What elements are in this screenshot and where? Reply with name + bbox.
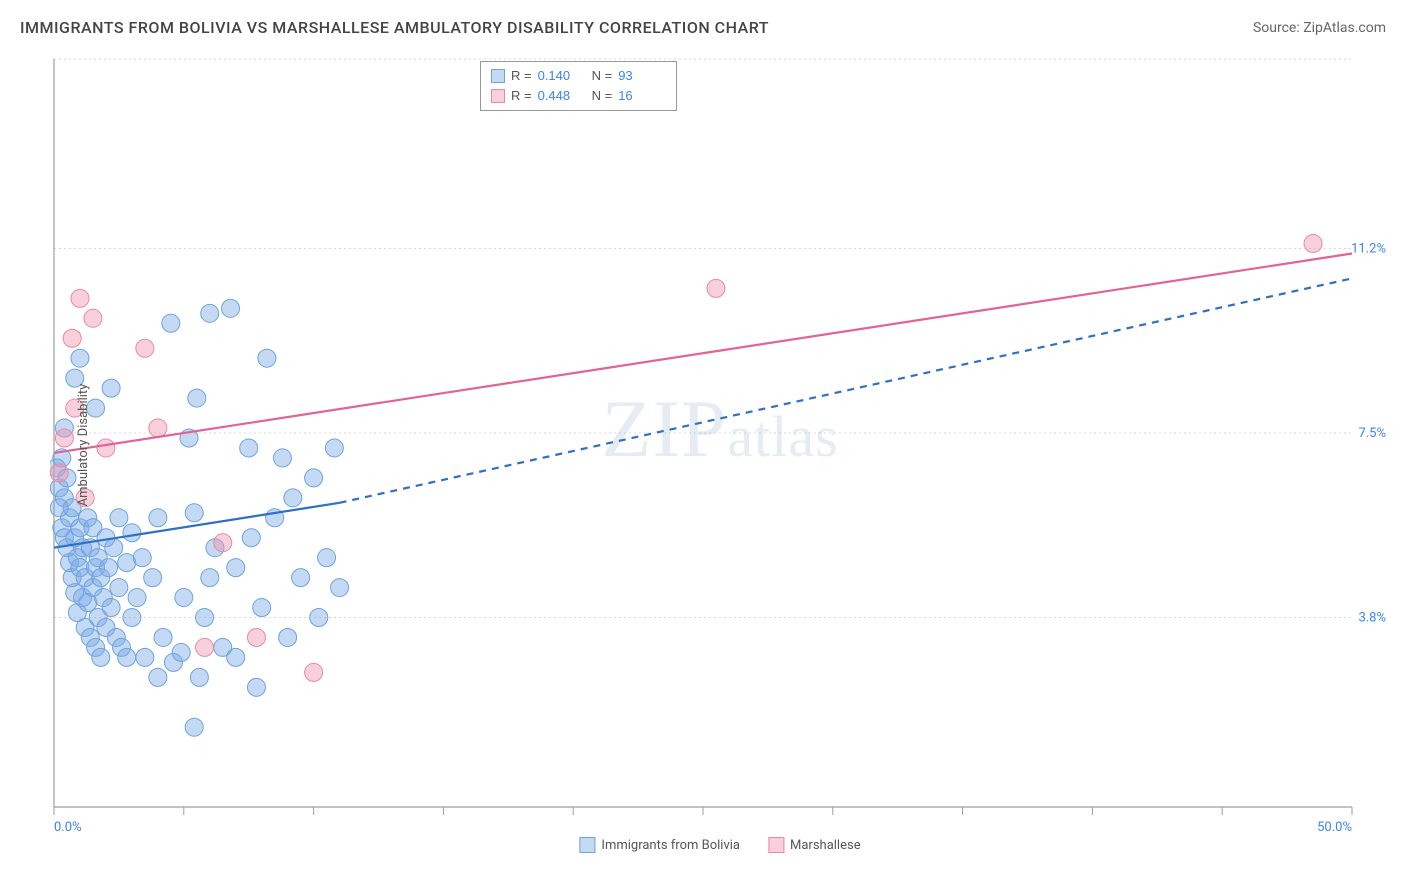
- r-label: R =: [511, 86, 532, 106]
- n-label: N =: [592, 66, 613, 86]
- correlation-row-marshallese: R = 0.448 N = 16: [491, 86, 666, 106]
- scatter-plot: 3.8% 7.5% 11.2% 0.0% 50.0%: [50, 55, 1390, 835]
- legend-label-marshallese: Marshallese: [790, 838, 861, 853]
- legend-item-marshallese: Marshallese: [768, 837, 861, 853]
- source-attribution: Source: ZipAtlas.com: [1253, 20, 1386, 36]
- n-value-marshallese: 16: [618, 86, 666, 106]
- svg-text:11.2%: 11.2%: [1351, 241, 1386, 256]
- correlation-legend: R = 0.140 N = 93 R = 0.448 N = 16: [480, 61, 677, 111]
- swatch-marshallese-icon: [768, 837, 784, 853]
- source-name: ZipAtlas.com: [1303, 20, 1386, 36]
- svg-text:3.8%: 3.8%: [1358, 611, 1386, 626]
- y-axis-label: Ambulatory Disability: [76, 384, 91, 507]
- swatch-bolivia-icon: [579, 837, 595, 853]
- n-label: N =: [592, 86, 613, 106]
- legend-label-bolivia: Immigrants from Bolivia: [601, 838, 740, 853]
- source-label: Source:: [1253, 20, 1300, 36]
- legend-item-bolivia: Immigrants from Bolivia: [579, 837, 740, 853]
- svg-text:0.0%: 0.0%: [54, 820, 82, 835]
- series-legend: Immigrants from Bolivia Marshallese: [579, 837, 860, 853]
- r-label: R =: [511, 66, 532, 86]
- chart-container: 3.8% 7.5% 11.2% 0.0% 50.0% Ambulatory Disabi…: [50, 55, 1390, 835]
- n-value-bolivia: 93: [618, 66, 666, 86]
- r-value-bolivia: 0.140: [538, 66, 586, 86]
- chart-title: IMMIGRANTS FROM BOLIVIA VS MARSHALLESE A…: [20, 18, 769, 37]
- swatch-bolivia-icon: [491, 69, 505, 83]
- r-value-marshallese: 0.448: [538, 86, 586, 106]
- correlation-row-bolivia: R = 0.140 N = 93: [491, 66, 666, 86]
- svg-text:50.0%: 50.0%: [1317, 820, 1352, 835]
- swatch-marshallese-icon: [491, 89, 505, 103]
- svg-text:7.5%: 7.5%: [1358, 426, 1386, 441]
